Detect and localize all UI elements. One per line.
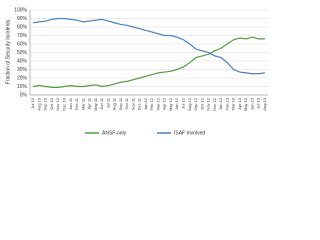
y-tick-label: 90% [17,16,28,22]
x-tick-label: Jul 12 [181,97,186,108]
y-tick-label: 60% [17,41,28,47]
y-tick-label: 40% [17,58,28,64]
x-tick-label: Jul 10 [30,97,35,108]
x-tick-label: Jan 13 [218,97,223,110]
x-tick-label: Nov 12 [206,97,211,110]
x-tick-label: May 11 [93,97,98,111]
x-tick-label: Dec 11 [137,97,142,110]
x-tick-label: Apr 11 [87,97,92,109]
x-tick-label: Jan 11 [68,97,73,109]
y-tick-label: 10% [17,84,28,90]
series-line [33,36,265,88]
y-tick-label: 0% [20,92,28,98]
x-tick-label: Mar 12 [155,97,160,110]
x-tick-label: Aug 13 [262,97,267,110]
y-tick-label: 80% [17,24,28,30]
x-tick-label: Sep 10 [43,97,48,110]
x-tick-label: Aug 11 [112,97,117,110]
x-tick-label: Oct 12 [199,97,204,110]
y-tick-label: 30% [17,67,28,73]
x-tick-label: Mar 11 [80,97,85,110]
x-tick-label: Dec 12 [212,97,217,110]
x-tick-label: Mar 13 [231,97,236,110]
x-tick-label: May 13 [243,97,248,111]
x-tick-label: Nov 10 [55,97,60,110]
y-tick-label: 70% [17,33,28,39]
legend-label: ISAF Involved [174,130,205,136]
x-tick-label: Apr 12 [162,97,167,110]
x-tick-label: Dec 10 [62,97,67,110]
chart: Fraction of Security Incidents 0% 10% 20% 3… [5,7,268,136]
x-tick-label: Jun 13 [249,97,254,110]
x-tick-label: Jul 13 [256,97,261,108]
x-tick-label: Jan 12 [143,97,148,110]
x-tick-label: Feb 11 [74,97,79,110]
x-tick-label: May 12 [168,97,173,111]
x-tick-label: Oct 11 [124,97,129,109]
x-tick-label: Sep 12 [193,97,198,110]
legend-label: ANSF-only [102,130,127,136]
y-tick-label: 100% [14,7,27,13]
x-tick-label: Feb 12 [149,97,154,110]
x-tick-label: Aug 12 [187,97,192,110]
x-tick-label: Oct 10 [49,97,54,110]
x-tick-label: Apr 13 [237,97,242,110]
x-tick-label: Jul 11 [105,97,110,108]
x-tick-label: Feb 13 [224,97,229,110]
x-tick-label: Nov 11 [130,97,135,110]
y-axis-title: Fraction of Security Incidents [5,19,11,84]
x-tick-label: Jun 12 [174,97,179,110]
y-tick-label: 20% [17,75,28,81]
y-tick-label: 50% [17,50,28,56]
x-tick-label: Sep 11 [118,97,123,110]
series-line [33,17,265,75]
x-tick-label: Aug 10 [36,97,41,110]
x-tick-label: Jun 11 [99,97,104,109]
